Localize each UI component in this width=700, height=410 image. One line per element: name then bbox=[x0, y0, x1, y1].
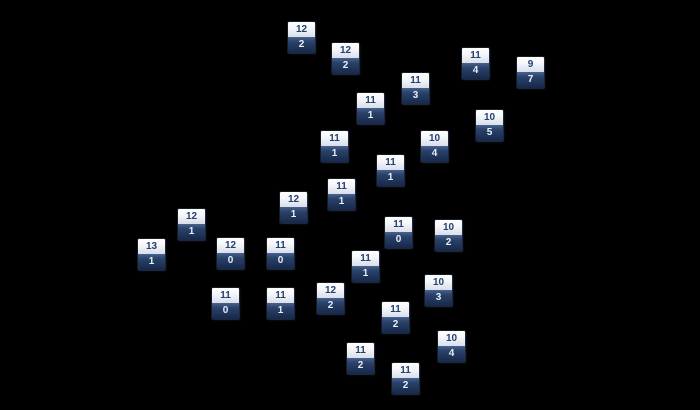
node-top-value: 12 bbox=[217, 238, 244, 253]
node-top-value: 11 bbox=[212, 288, 239, 303]
node-badge[interactable]: 12 1 bbox=[280, 192, 307, 223]
node-badge[interactable]: 12 0 bbox=[217, 238, 244, 269]
node-bottom-value: 0 bbox=[385, 232, 412, 248]
node-bottom-value: 2 bbox=[392, 378, 419, 394]
node-badge[interactable]: 11 1 bbox=[377, 155, 404, 186]
node-top-value: 11 bbox=[382, 302, 409, 317]
node-badge[interactable]: 10 3 bbox=[425, 275, 452, 306]
node-bottom-value: 1 bbox=[138, 254, 165, 270]
node-top-value: 11 bbox=[357, 93, 384, 108]
node-bottom-value: 1 bbox=[321, 146, 348, 162]
node-bottom-value: 0 bbox=[267, 253, 294, 269]
node-badge[interactable]: 10 4 bbox=[421, 131, 448, 162]
node-bottom-value: 1 bbox=[328, 194, 355, 210]
node-badge[interactable]: 13 1 bbox=[138, 239, 165, 270]
node-top-value: 11 bbox=[328, 179, 355, 194]
node-top-value: 13 bbox=[138, 239, 165, 254]
node-badge[interactable]: 11 0 bbox=[267, 238, 294, 269]
node-top-value: 10 bbox=[421, 131, 448, 146]
node-top-value: 11 bbox=[402, 73, 429, 88]
node-top-value: 12 bbox=[332, 43, 359, 58]
node-bottom-value: 7 bbox=[517, 72, 544, 88]
node-bottom-value: 2 bbox=[347, 358, 374, 374]
node-top-value: 10 bbox=[476, 110, 503, 125]
node-top-value: 11 bbox=[385, 217, 412, 232]
node-badge[interactable]: 12 2 bbox=[332, 43, 359, 74]
node-top-value: 11 bbox=[462, 48, 489, 63]
node-top-value: 11 bbox=[392, 363, 419, 378]
node-badge[interactable]: 12 2 bbox=[317, 283, 344, 314]
node-bottom-value: 2 bbox=[317, 298, 344, 314]
node-top-value: 11 bbox=[347, 343, 374, 358]
node-badge[interactable]: 11 1 bbox=[357, 93, 384, 124]
node-badge[interactable]: 11 2 bbox=[382, 302, 409, 333]
node-bottom-value: 2 bbox=[332, 58, 359, 74]
node-top-value: 11 bbox=[267, 238, 294, 253]
node-badge[interactable]: 11 1 bbox=[321, 131, 348, 162]
node-top-value: 10 bbox=[435, 220, 462, 235]
node-top-value: 11 bbox=[267, 288, 294, 303]
node-top-value: 11 bbox=[352, 251, 379, 266]
node-top-value: 10 bbox=[438, 331, 465, 346]
node-top-value: 12 bbox=[178, 209, 205, 224]
node-badge[interactable]: 12 1 bbox=[178, 209, 205, 240]
node-badge[interactable]: 10 2 bbox=[435, 220, 462, 251]
node-badge[interactable]: 10 4 bbox=[438, 331, 465, 362]
node-badge[interactable]: 11 2 bbox=[347, 343, 374, 374]
node-badge[interactable]: 12 2 bbox=[288, 22, 315, 53]
node-bottom-value: 1 bbox=[357, 108, 384, 124]
node-badge[interactable]: 11 0 bbox=[385, 217, 412, 248]
node-bottom-value: 1 bbox=[352, 266, 379, 282]
node-badge[interactable]: 11 1 bbox=[352, 251, 379, 282]
node-bottom-value: 2 bbox=[435, 235, 462, 251]
node-bottom-value: 5 bbox=[476, 125, 503, 141]
node-badge[interactable]: 11 0 bbox=[212, 288, 239, 319]
node-bottom-value: 3 bbox=[402, 88, 429, 104]
node-badge[interactable]: 11 2 bbox=[392, 363, 419, 394]
node-top-value: 11 bbox=[377, 155, 404, 170]
node-top-value: 11 bbox=[321, 131, 348, 146]
node-top-value: 9 bbox=[517, 57, 544, 72]
node-bottom-value: 0 bbox=[212, 303, 239, 319]
node-bottom-value: 2 bbox=[382, 317, 409, 333]
node-bottom-value: 0 bbox=[217, 253, 244, 269]
node-bottom-value: 3 bbox=[425, 290, 452, 306]
node-bottom-value: 2 bbox=[288, 37, 315, 53]
node-bottom-value: 4 bbox=[421, 146, 448, 162]
node-top-value: 12 bbox=[280, 192, 307, 207]
node-bottom-value: 1 bbox=[377, 170, 404, 186]
node-badge[interactable]: 10 5 bbox=[476, 110, 503, 141]
node-badge[interactable]: 11 1 bbox=[267, 288, 294, 319]
node-badge[interactable]: 11 4 bbox=[462, 48, 489, 79]
node-bottom-value: 1 bbox=[178, 224, 205, 240]
node-badge[interactable]: 11 1 bbox=[328, 179, 355, 210]
node-top-value: 12 bbox=[317, 283, 344, 298]
node-bottom-value: 4 bbox=[438, 346, 465, 362]
node-bottom-value: 4 bbox=[462, 63, 489, 79]
node-top-value: 10 bbox=[425, 275, 452, 290]
node-badge[interactable]: 11 3 bbox=[402, 73, 429, 104]
node-top-value: 12 bbox=[288, 22, 315, 37]
node-bottom-value: 1 bbox=[280, 207, 307, 223]
node-bottom-value: 1 bbox=[267, 303, 294, 319]
